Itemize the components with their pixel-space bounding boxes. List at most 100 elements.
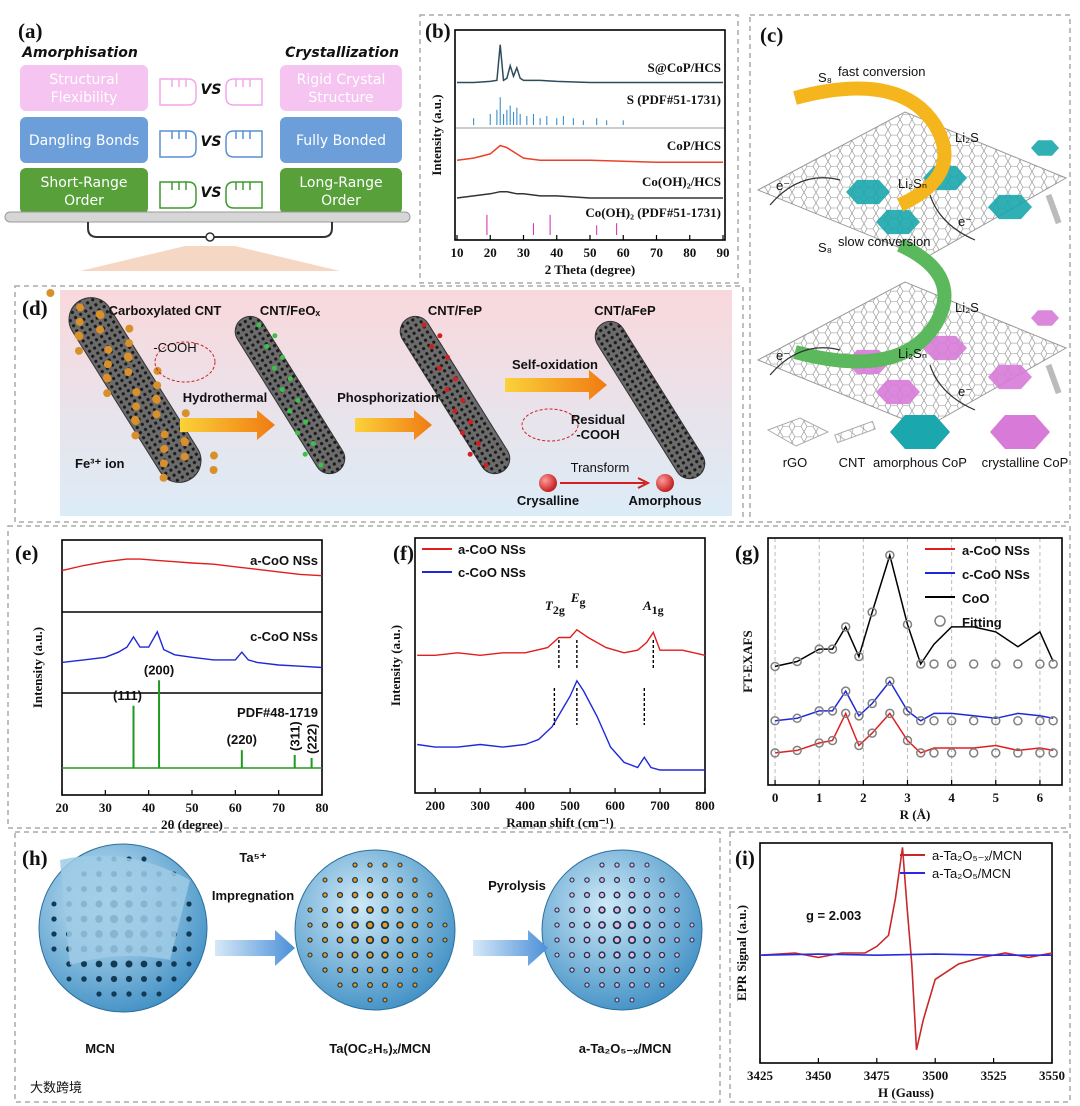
pore — [186, 961, 192, 967]
sample-name: a-Ta₂O₅₋ₓ/MCN — [579, 1041, 671, 1056]
pore — [140, 975, 148, 983]
cop-particle — [988, 364, 1032, 390]
sample-name: CNT/FeOₓ — [260, 303, 321, 318]
pore — [51, 916, 57, 922]
particle — [645, 968, 649, 972]
fe-ion — [103, 389, 112, 398]
watermark: 大数跨境 — [30, 1080, 82, 1095]
particle — [570, 968, 574, 972]
pore — [186, 931, 192, 937]
particle — [353, 863, 357, 867]
fit-point — [1035, 659, 1045, 669]
conversion-arrow — [793, 238, 952, 369]
fit-point — [814, 738, 824, 748]
fit-point — [770, 716, 780, 726]
fe-ion — [209, 466, 218, 474]
fit-point — [991, 716, 1001, 726]
y-axis-label: Intensity (a.u.) — [30, 627, 45, 708]
particle — [353, 878, 357, 882]
particle — [428, 953, 432, 957]
particle — [382, 952, 388, 958]
fe-ion — [160, 444, 169, 453]
x-tick-label: 200 — [425, 798, 445, 813]
panel-label: (f) — [393, 541, 414, 565]
pore — [186, 916, 192, 922]
fit-point — [1013, 659, 1023, 669]
fit-point — [827, 644, 838, 654]
fe-ion — [95, 310, 104, 319]
particle — [615, 983, 619, 987]
fit-point — [867, 607, 877, 617]
data-line — [456, 190, 723, 199]
crystal-sphere — [539, 474, 557, 492]
fit-point — [946, 716, 957, 726]
particle — [383, 983, 387, 987]
particle — [584, 937, 590, 943]
cop-particle — [988, 194, 1032, 220]
nanotube — [594, 320, 706, 480]
pore — [96, 976, 102, 982]
particle — [368, 983, 372, 987]
particle — [614, 922, 620, 928]
fit-point — [854, 651, 864, 662]
fit-point — [854, 740, 864, 751]
particle — [600, 893, 604, 897]
particle — [428, 908, 432, 912]
particle — [367, 907, 373, 913]
particle — [614, 952, 620, 958]
panel-label: (g) — [735, 541, 760, 565]
pore — [95, 960, 103, 968]
cop-particle — [876, 379, 920, 405]
fist — [159, 130, 197, 158]
fe-ion — [102, 373, 111, 382]
legend-label: c-CoO NSs — [458, 565, 526, 580]
pore — [125, 975, 133, 983]
fit-point — [814, 706, 824, 716]
x-axis-label: Raman shift (cm⁻¹) — [506, 815, 614, 830]
pore — [51, 931, 57, 937]
particle — [675, 893, 679, 897]
legend-label: amorphous CoP — [873, 455, 967, 470]
particle — [600, 968, 604, 972]
annotation: g = 2.003 — [806, 908, 861, 923]
cutaway — [60, 855, 190, 965]
fe-ion — [152, 394, 161, 403]
peak-annotation: Eg — [570, 590, 586, 609]
trace-label: Co(OH)₂/HCS — [642, 174, 721, 189]
particle — [615, 863, 619, 867]
particle — [323, 893, 327, 897]
x-tick-label: 3450 — [805, 1068, 831, 1083]
particle — [352, 952, 358, 958]
electron-path — [929, 364, 976, 411]
caption: slow conversion — [838, 234, 931, 249]
sample-name: CNT/aFeP — [594, 303, 656, 318]
y-axis-label: FT-EXAFS — [740, 630, 755, 692]
particle — [398, 968, 402, 972]
fit-point — [885, 550, 895, 561]
particle — [660, 953, 664, 957]
feox-dot — [294, 430, 300, 436]
x-tick-label: 4 — [948, 790, 955, 805]
panel-label: (e) — [15, 541, 38, 565]
x-axis-label: R (Å) — [900, 807, 931, 822]
particle — [675, 968, 679, 972]
nanotube — [399, 315, 511, 475]
particle — [660, 983, 664, 987]
data-line — [457, 44, 723, 84]
legend-label: crystalline CoP — [982, 455, 1069, 470]
phase-label: Amorphous — [629, 493, 702, 508]
fit-point — [814, 644, 824, 654]
legend-label: rGO — [783, 455, 808, 470]
particle — [644, 952, 650, 958]
feox-dot — [272, 333, 278, 339]
sample-name: Carboxylated CNT — [109, 303, 222, 318]
heading: Crystallization — [285, 45, 399, 61]
stick-label: (200) — [144, 662, 174, 677]
fep-dot — [459, 430, 465, 436]
fit-point — [827, 706, 838, 716]
legend-label: CNT — [839, 455, 866, 470]
legend-label: a-CoO NSs — [962, 543, 1030, 558]
particle — [428, 938, 432, 942]
sample-name: CNT/FeP — [428, 303, 483, 318]
particle — [675, 953, 679, 957]
